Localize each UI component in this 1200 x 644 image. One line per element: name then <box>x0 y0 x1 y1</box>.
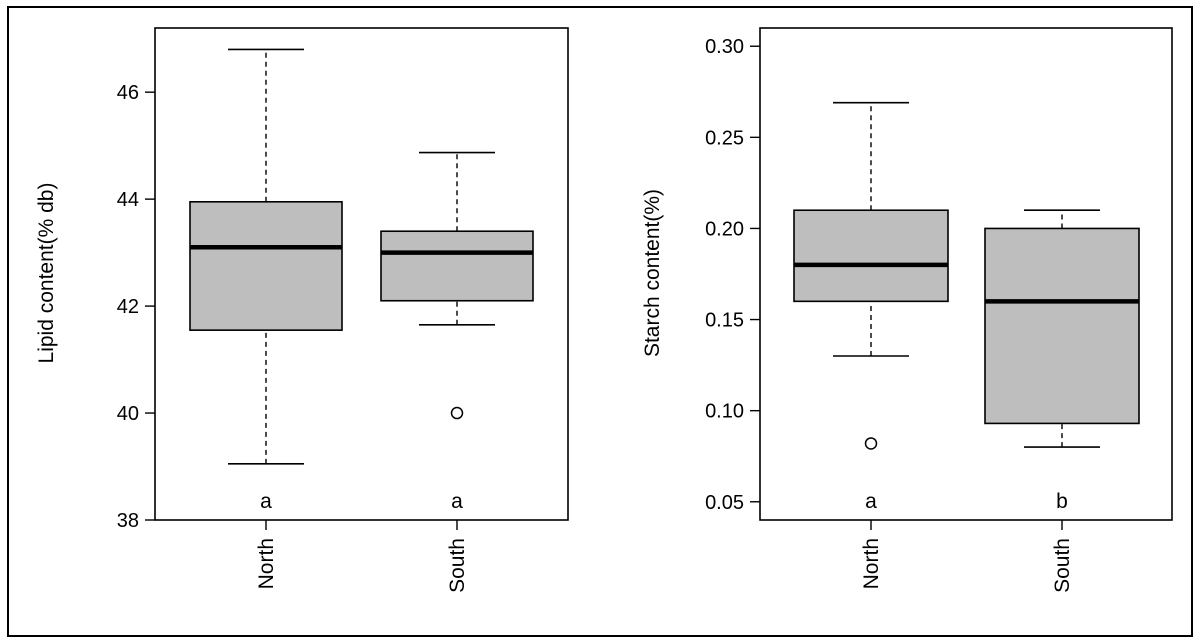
y-tick-label: 0.30 <box>705 36 744 58</box>
y-tick-label: 46 <box>117 82 139 104</box>
iqr-box <box>189 201 343 331</box>
outlier-point <box>450 406 464 420</box>
panel-starch: Starch content(%) 0.05 0.10 0.15 0.20 0.25 0.… <box>641 27 1173 593</box>
x-tick-label: South <box>446 538 469 593</box>
panel-lipid: Lipid content(% db) 38 40 42 44 46 a North a Sou… <box>35 27 569 593</box>
y-tick-label: 38 <box>117 510 139 532</box>
group-letter: a <box>865 490 877 513</box>
y-tick-label: 0.15 <box>705 310 744 332</box>
y-tick-label: 0.05 <box>705 492 744 514</box>
plot-frame <box>759 27 1173 521</box>
group-letter: b <box>1056 490 1068 513</box>
y-tick-label: 0.20 <box>705 218 744 240</box>
y-tick-label: 0.10 <box>705 401 744 423</box>
y-tick-label: 0.25 <box>705 127 744 149</box>
x-tick-label: South <box>1051 538 1074 593</box>
iqr-box <box>984 227 1140 425</box>
y-axis-label-lipid: Lipid content(% db) <box>35 183 58 364</box>
group-letter: a <box>451 490 463 513</box>
iqr-box <box>380 230 534 302</box>
y-tick-label: 44 <box>117 189 139 211</box>
y-axis-label-starch: Starch content(%) <box>641 189 664 357</box>
y-tick-label: 42 <box>117 296 139 318</box>
iqr-box <box>793 209 949 303</box>
plot-frame <box>154 27 569 521</box>
outlier-point <box>864 437 878 450</box>
x-tick-label: North <box>860 538 883 589</box>
y-tick-label: 40 <box>117 403 139 425</box>
x-tick-label: North <box>255 538 278 589</box>
group-letter: a <box>260 490 272 513</box>
